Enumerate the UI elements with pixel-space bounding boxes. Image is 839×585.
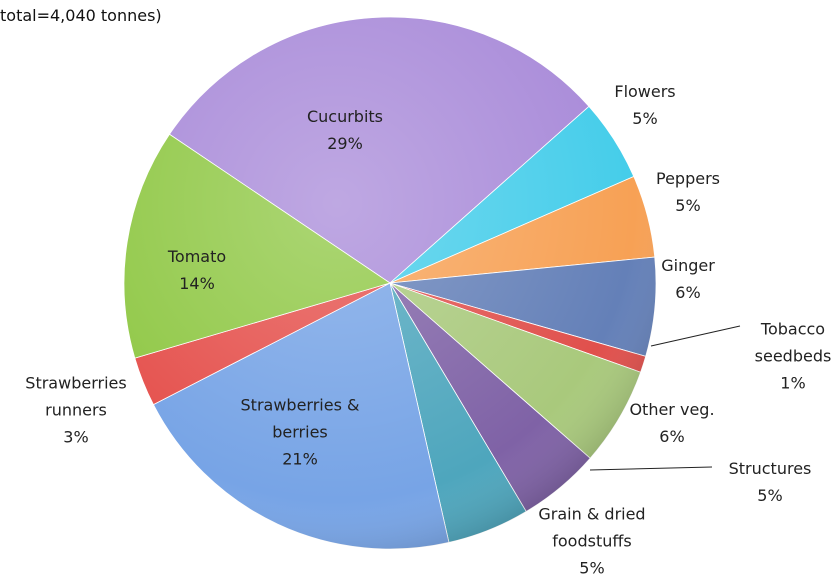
category-label: Flowers xyxy=(614,82,676,101)
category-label: Tobacco seedbeds xyxy=(754,319,832,366)
slice-label: Grain & dried foodstuffs 5% xyxy=(517,501,667,582)
slice-label: Structures 5% xyxy=(710,455,830,509)
category-label: Peppers xyxy=(656,169,720,188)
category-label: Tomato xyxy=(167,247,227,266)
slice-label: Flowers 5% xyxy=(600,78,690,132)
slice-label: Tomato 14% xyxy=(147,243,247,297)
slice-label: Ginger 6% xyxy=(643,252,733,306)
value-label: 3% xyxy=(63,427,89,447)
category-label: Strawberries & berries xyxy=(240,395,360,442)
value-label: 6% xyxy=(659,427,685,446)
slice-label: Tobacco seedbeds 1% xyxy=(746,316,839,397)
value-label: 29% xyxy=(327,134,363,153)
category-label: Strawberries runners xyxy=(25,373,127,420)
chart-title: total=4,040 tonnes) xyxy=(0,6,162,25)
value-label: 5% xyxy=(632,109,658,128)
leader-line xyxy=(650,325,741,347)
value-label: 14% xyxy=(179,274,215,293)
category-label: Ginger xyxy=(661,256,715,275)
slice-label: Peppers 5% xyxy=(643,165,733,219)
category-label: Structures xyxy=(728,459,812,478)
value-label: 6% xyxy=(675,283,701,302)
value-label: 5% xyxy=(579,558,605,578)
value-label: 5% xyxy=(675,196,701,215)
value-label: 21% xyxy=(282,449,318,469)
value-label: 5% xyxy=(757,486,783,505)
slice-label: Cucurbits 29% xyxy=(265,103,425,157)
leader-line xyxy=(589,466,713,471)
category-label: Other veg. xyxy=(629,400,715,419)
category-label: Grain & dried foodstuffs xyxy=(538,504,646,551)
slice-label: Strawberries & berries 21% xyxy=(225,392,375,473)
slice-label: Strawberries runners 3% xyxy=(6,370,146,451)
slice-label: Other veg. 6% xyxy=(612,396,732,450)
value-label: 1% xyxy=(780,373,806,393)
category-label: Cucurbits xyxy=(306,107,384,126)
